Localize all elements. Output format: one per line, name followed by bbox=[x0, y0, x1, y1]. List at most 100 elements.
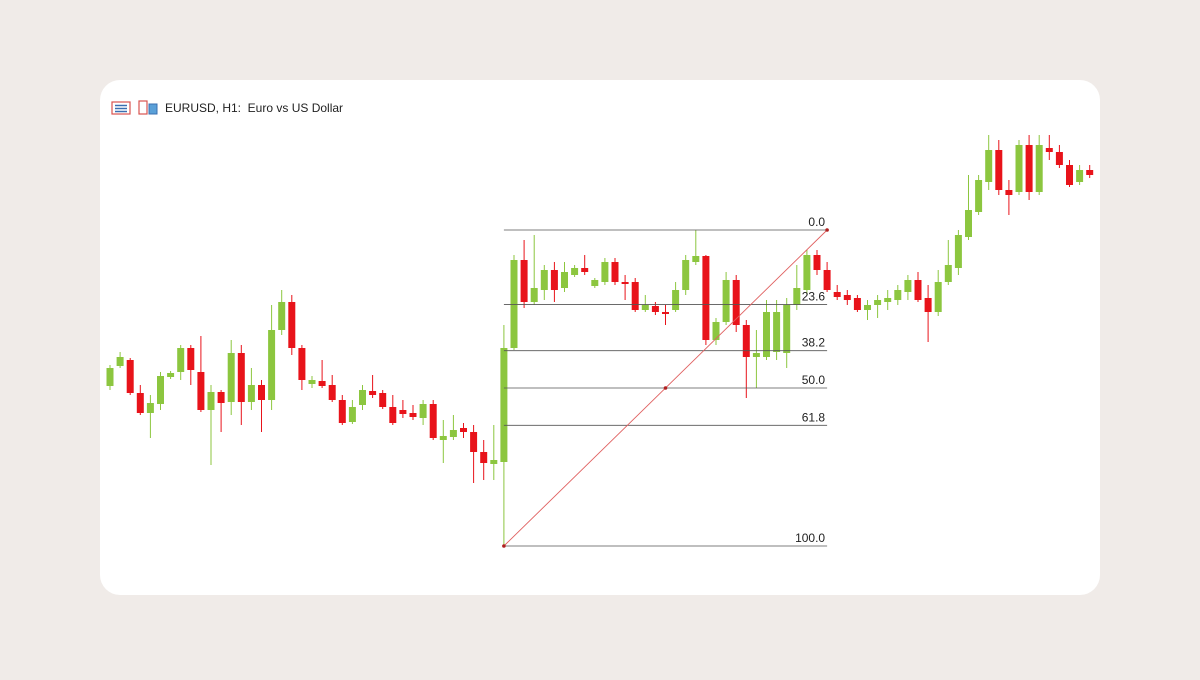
candle-body bbox=[490, 460, 498, 464]
candle-body bbox=[722, 280, 730, 322]
candle-body bbox=[631, 282, 639, 310]
candle-body bbox=[712, 322, 720, 340]
candle-body bbox=[348, 407, 356, 422]
candle-body bbox=[217, 392, 225, 403]
candle-body bbox=[1086, 170, 1094, 175]
fib-start-point bbox=[502, 544, 506, 548]
candle-body bbox=[1025, 145, 1033, 192]
candle-body bbox=[419, 404, 427, 418]
candle-body bbox=[672, 290, 680, 310]
candle-body bbox=[641, 305, 649, 310]
candle-body bbox=[480, 452, 488, 463]
fib-level-label: 23.6 bbox=[802, 290, 826, 304]
candle-body bbox=[126, 360, 134, 393]
candle-body bbox=[692, 256, 700, 262]
candle-body bbox=[773, 312, 781, 352]
fib-level-label: 100.0 bbox=[795, 531, 825, 545]
candle-body bbox=[460, 428, 467, 432]
candle-body bbox=[106, 368, 114, 386]
candle-body bbox=[682, 260, 690, 290]
candle-body bbox=[308, 380, 316, 384]
candle-body bbox=[975, 180, 983, 212]
candle-body bbox=[167, 373, 175, 377]
candle-body bbox=[1035, 145, 1043, 192]
candle-body bbox=[146, 403, 154, 413]
candle-body bbox=[389, 407, 397, 423]
candle-body bbox=[449, 430, 457, 437]
candle-body bbox=[1076, 170, 1084, 182]
candle-body bbox=[399, 410, 407, 414]
candle-body bbox=[702, 256, 710, 340]
candle-body bbox=[227, 353, 235, 402]
candle-body bbox=[116, 357, 124, 366]
candle-body bbox=[187, 348, 195, 370]
candle-body bbox=[621, 282, 629, 284]
candle-body bbox=[318, 381, 326, 386]
window-icons bbox=[111, 100, 158, 115]
candle-body bbox=[571, 268, 579, 275]
candle-body bbox=[884, 298, 892, 302]
candle-body bbox=[651, 306, 659, 312]
candle-body bbox=[954, 235, 962, 268]
candle-body bbox=[409, 413, 417, 417]
candle-body bbox=[843, 295, 851, 300]
candle-body bbox=[288, 302, 296, 348]
candle-body bbox=[561, 272, 568, 288]
fib-level-label: 50.0 bbox=[802, 373, 826, 387]
fib-level-label: 61.8 bbox=[802, 410, 826, 424]
candle-body bbox=[369, 391, 377, 395]
candle-body bbox=[591, 280, 599, 286]
candle-body bbox=[611, 262, 619, 282]
candle-body bbox=[934, 282, 942, 312]
candle-body bbox=[985, 150, 993, 182]
candle-body bbox=[470, 432, 478, 452]
candle-body bbox=[581, 268, 589, 272]
candle-body bbox=[1005, 190, 1013, 195]
candle-body bbox=[732, 280, 740, 325]
candle-body bbox=[864, 305, 871, 310]
fib-level-label: 0.0 bbox=[808, 215, 825, 229]
fib-mid-point bbox=[663, 386, 668, 390]
candle-body bbox=[874, 300, 882, 305]
candle-body bbox=[833, 292, 841, 297]
candle-body bbox=[338, 400, 346, 423]
candle-body bbox=[328, 385, 336, 400]
candle-body bbox=[793, 288, 801, 305]
candle-body bbox=[803, 255, 811, 290]
candle-body bbox=[258, 385, 265, 400]
candle-body bbox=[278, 302, 286, 330]
candle-body bbox=[550, 270, 558, 290]
candle-body bbox=[1045, 148, 1053, 152]
candle-body bbox=[439, 436, 447, 440]
candle-body bbox=[157, 376, 164, 404]
candle-body bbox=[177, 348, 185, 372]
candle-body bbox=[853, 298, 861, 310]
candle-body bbox=[965, 210, 972, 237]
candle-body bbox=[207, 392, 215, 410]
window-title: EURUSD, H1: Euro vs US Dollar bbox=[165, 101, 343, 115]
candle-body bbox=[904, 280, 912, 292]
candle-body bbox=[268, 330, 276, 400]
candle-body bbox=[520, 260, 528, 302]
candle-body bbox=[823, 270, 831, 290]
candle-body bbox=[995, 150, 1003, 190]
candle-body bbox=[237, 353, 245, 402]
chart-card bbox=[100, 80, 1100, 595]
candle-body bbox=[197, 372, 205, 410]
candle-body bbox=[510, 260, 518, 348]
candle-body bbox=[894, 290, 902, 300]
candle-body bbox=[500, 348, 508, 462]
fib-end-point bbox=[825, 228, 829, 232]
candle-body bbox=[1066, 165, 1073, 185]
candle-body bbox=[359, 390, 366, 405]
candle-body bbox=[914, 280, 922, 300]
plot-area: 0.0 23.6 38.2 50.0 61.8 100.0 bbox=[106, 135, 1094, 548]
candle-body bbox=[379, 393, 387, 407]
candle-body bbox=[298, 348, 306, 380]
candle-body bbox=[944, 265, 952, 282]
candle-body bbox=[763, 312, 770, 357]
candle-body bbox=[247, 385, 255, 402]
candle-body bbox=[783, 305, 791, 353]
candle-body bbox=[752, 353, 760, 357]
candle-body bbox=[1055, 152, 1063, 165]
